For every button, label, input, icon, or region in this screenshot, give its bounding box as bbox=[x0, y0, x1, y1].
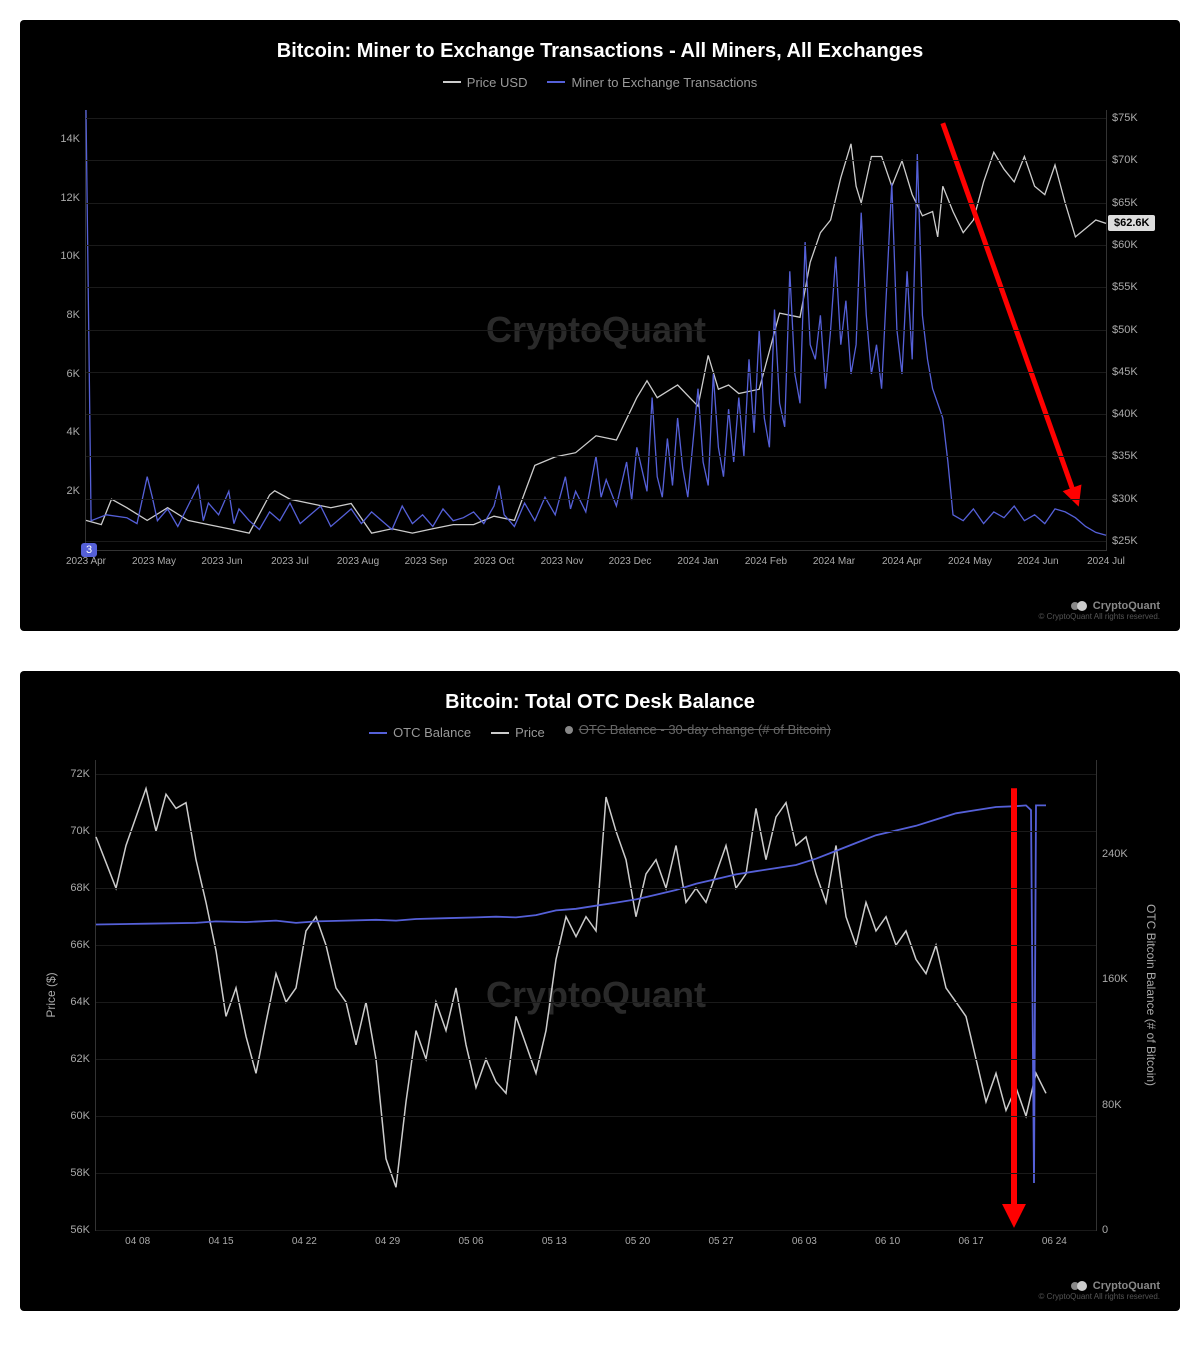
y-left-tick: 62K bbox=[70, 1053, 90, 1065]
legend-item[interactable]: OTC Balance bbox=[369, 725, 471, 740]
x-tick: 2023 Jun bbox=[201, 556, 242, 567]
y-left-tick: 2K bbox=[67, 485, 80, 497]
footer-rights: © CryptoQuant All rights reserved. bbox=[40, 612, 1160, 621]
series-balance bbox=[96, 805, 1046, 1183]
legend-item[interactable]: Miner to Exchange Transactions bbox=[547, 75, 757, 90]
annotation-arrow bbox=[943, 123, 1076, 497]
footer-rights: © CryptoQuant All rights reserved. bbox=[40, 1292, 1160, 1301]
x-tick: 2024 Apr bbox=[882, 556, 922, 567]
legend-item[interactable]: Price USD bbox=[443, 75, 528, 90]
y-left-label: Price ($) bbox=[44, 972, 58, 1017]
y-left-tick: 70K bbox=[70, 825, 90, 837]
chart2-legend: OTC Balance Price OTC Balance - 30-day cha… bbox=[40, 722, 1160, 741]
brand-icon bbox=[1071, 1280, 1087, 1292]
x-tick: 04 08 bbox=[125, 1236, 150, 1247]
x-tick: 2023 Aug bbox=[337, 556, 379, 567]
y-right-tick: $70K bbox=[1112, 154, 1138, 166]
y-right-tick: $50K bbox=[1112, 324, 1138, 336]
y-right-tick: $35K bbox=[1112, 450, 1138, 462]
chart1-title: Bitcoin: Miner to Exchange Transactions … bbox=[40, 40, 1160, 63]
y-right-tick: $75K bbox=[1112, 112, 1138, 124]
x-tick: 2024 May bbox=[948, 556, 992, 567]
y-left-tick: 4K bbox=[67, 426, 80, 438]
x-tick: 06 17 bbox=[958, 1236, 983, 1247]
chart2-title: Bitcoin: Total OTC Desk Balance bbox=[40, 691, 1160, 714]
x-tick: 2023 Dec bbox=[609, 556, 652, 567]
y-left-tick: 14K bbox=[60, 133, 80, 145]
x-tick: 05 06 bbox=[458, 1236, 483, 1247]
x-tick: 06 03 bbox=[792, 1236, 817, 1247]
chart2-footer: CryptoQuant bbox=[40, 1280, 1160, 1292]
brand-icon bbox=[1071, 600, 1087, 612]
y-right-label: OTC Bitcoin Balance (# of Bitcoin) bbox=[1144, 904, 1158, 1086]
y-left-tick: 64K bbox=[70, 996, 90, 1008]
marker-badge: 3 bbox=[81, 543, 97, 557]
y-left-tick: 72K bbox=[70, 768, 90, 780]
y-left-tick: 10K bbox=[60, 250, 80, 262]
y-left-tick: 60K bbox=[70, 1110, 90, 1122]
x-tick: 04 29 bbox=[375, 1236, 400, 1247]
x-tick: 2024 Jul bbox=[1087, 556, 1125, 567]
y-right-tick: $65K bbox=[1112, 197, 1138, 209]
x-tick: 06 10 bbox=[875, 1236, 900, 1247]
chart1-legend: Price USD Miner to Exchange Transactions bbox=[40, 71, 1160, 90]
y-left-tick: 56K bbox=[70, 1224, 90, 1236]
series-transactions bbox=[86, 110, 1106, 535]
x-tick: 05 20 bbox=[625, 1236, 650, 1247]
footer-brand: CryptoQuant bbox=[1093, 1280, 1160, 1292]
x-tick: 06 24 bbox=[1042, 1236, 1067, 1247]
x-tick: 04 22 bbox=[292, 1236, 317, 1247]
y-right-tick: 240K bbox=[1102, 848, 1128, 860]
chart-miner-exchange: Bitcoin: Miner to Exchange Transactions … bbox=[20, 20, 1180, 631]
x-tick: 2023 May bbox=[132, 556, 176, 567]
y-left-tick: 6K bbox=[67, 368, 80, 380]
y-right-tick: 160K bbox=[1102, 973, 1128, 985]
chart2-plot: CryptoQuant 56K58K60K62K64K66K68K70K72K0… bbox=[40, 755, 1160, 1255]
x-tick: 2024 Jan bbox=[677, 556, 718, 567]
series-price bbox=[96, 789, 1046, 1188]
y-right-tick: 0 bbox=[1102, 1224, 1108, 1236]
y-left-tick: 8K bbox=[67, 309, 80, 321]
x-tick: 2023 Sep bbox=[405, 556, 448, 567]
price-badge: $62.6K bbox=[1108, 215, 1155, 231]
y-left-tick: 66K bbox=[70, 939, 90, 951]
x-tick: 05 27 bbox=[708, 1236, 733, 1247]
y-left-tick: 68K bbox=[70, 882, 90, 894]
y-right-tick: $45K bbox=[1112, 366, 1138, 378]
x-tick: 2024 Mar bbox=[813, 556, 855, 567]
x-tick: 2023 Nov bbox=[541, 556, 584, 567]
x-tick: 2023 Apr bbox=[66, 556, 106, 567]
x-tick: 2023 Jul bbox=[271, 556, 309, 567]
y-right-tick: $40K bbox=[1112, 408, 1138, 420]
x-tick: 2024 Feb bbox=[745, 556, 787, 567]
legend-item[interactable]: Price bbox=[491, 725, 545, 740]
y-left-tick: 58K bbox=[70, 1167, 90, 1179]
x-tick: 2023 Oct bbox=[474, 556, 515, 567]
x-tick: 05 13 bbox=[542, 1236, 567, 1247]
y-right-tick: 80K bbox=[1102, 1099, 1122, 1111]
y-right-tick: $25K bbox=[1112, 535, 1138, 547]
chart-otc-balance: Bitcoin: Total OTC Desk Balance OTC Bala… bbox=[20, 671, 1180, 1312]
x-tick: 04 15 bbox=[208, 1236, 233, 1247]
chart1-plot: CryptoQuant 2K4K6K8K10K12K14K$25K$30K$35… bbox=[40, 105, 1160, 575]
x-tick: 2024 Jun bbox=[1017, 556, 1058, 567]
chart1-footer: CryptoQuant bbox=[40, 600, 1160, 612]
y-right-tick: $60K bbox=[1112, 239, 1138, 251]
y-right-tick: $30K bbox=[1112, 493, 1138, 505]
footer-brand: CryptoQuant bbox=[1093, 600, 1160, 612]
y-right-tick: $55K bbox=[1112, 281, 1138, 293]
legend-item[interactable]: OTC Balance - 30-day change (# of Bitcoi… bbox=[565, 722, 831, 737]
y-left-tick: 12K bbox=[60, 192, 80, 204]
